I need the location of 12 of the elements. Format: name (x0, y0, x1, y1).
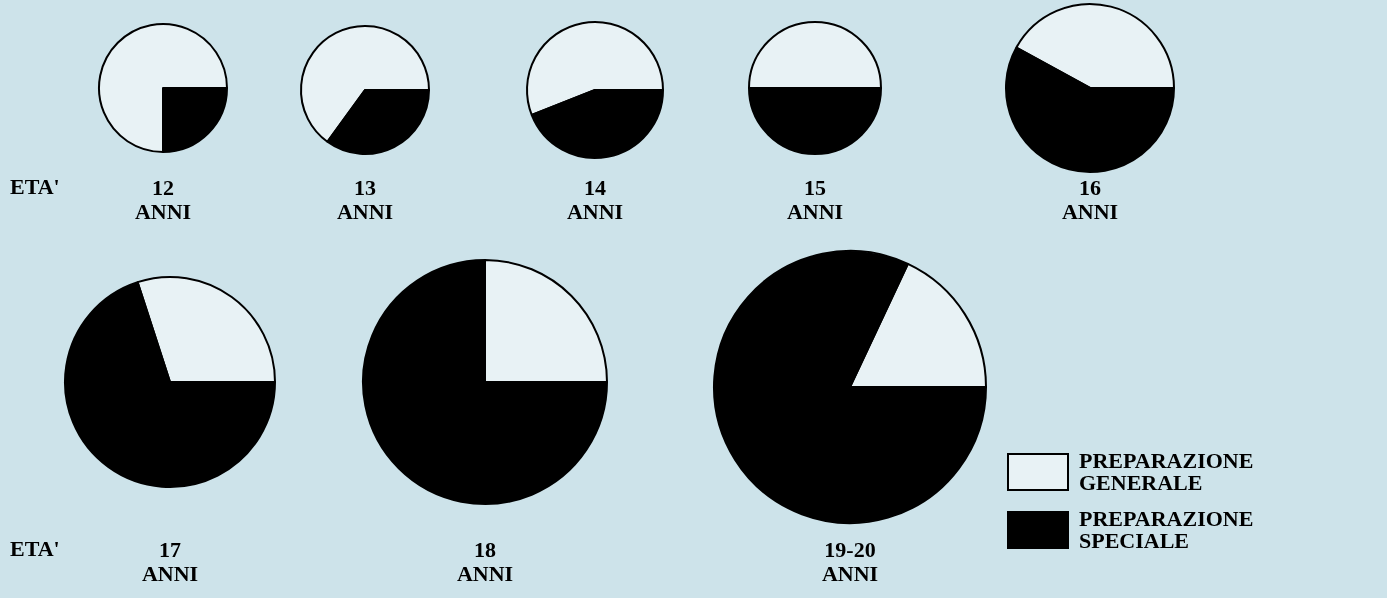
text: ETA' (10, 174, 60, 200)
text: 14 ANNI (565, 175, 625, 224)
text: 17 ANNI (140, 537, 200, 586)
text: 15 ANNI (785, 175, 845, 224)
legend-label: PREPARAZIONE GENERALE (1079, 448, 1254, 495)
text: 16 ANNI (1060, 175, 1120, 224)
text: ETA' (10, 536, 60, 562)
text: 12 ANNI (133, 175, 193, 224)
legend-label: PREPARAZIONE SPECIALE (1079, 506, 1254, 553)
text: 18 ANNI (455, 537, 515, 586)
text: 19-20 ANNI (820, 537, 880, 586)
text: 13 ANNI (335, 175, 395, 224)
